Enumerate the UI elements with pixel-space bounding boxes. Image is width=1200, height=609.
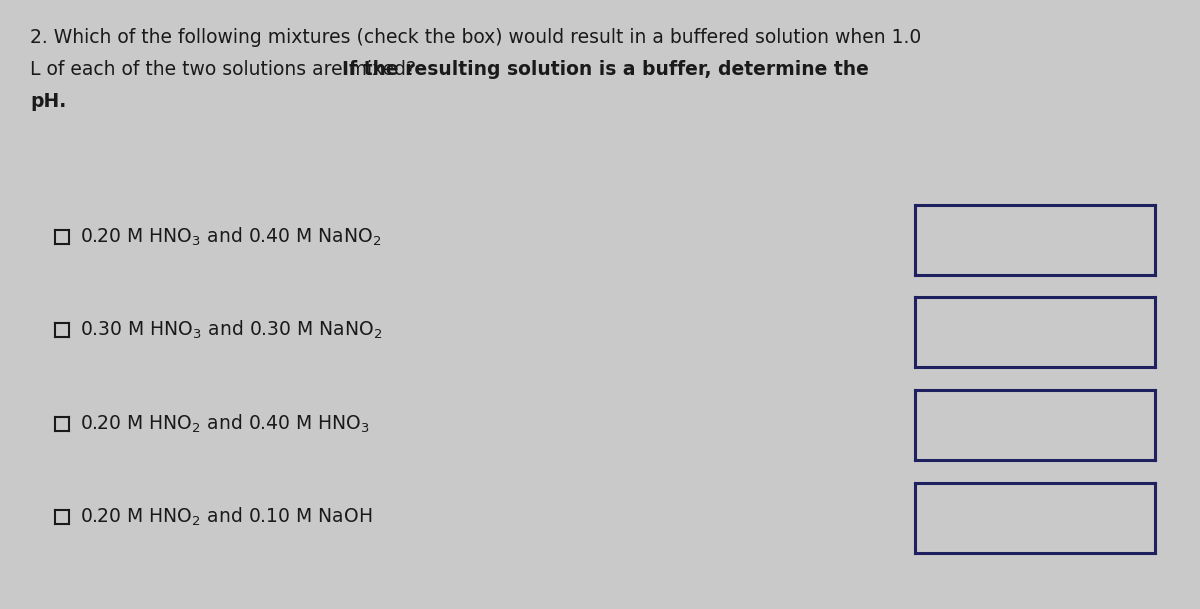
Text: 2. Which of the following mixtures (check the box) would result in a buffered so: 2. Which of the following mixtures (chec…: [30, 28, 922, 47]
Text: 0.30 M HNO$_3$ and 0.30 M NaNO$_2$: 0.30 M HNO$_3$ and 0.30 M NaNO$_2$: [80, 319, 383, 341]
Text: If the resulting solution is a buffer, determine the: If the resulting solution is a buffer, d…: [342, 60, 869, 79]
Text: 0.20 M HNO$_3$ and 0.40 M NaNO$_2$: 0.20 M HNO$_3$ and 0.40 M NaNO$_2$: [80, 226, 382, 248]
Text: L of each of the two solutions are mixed?: L of each of the two solutions are mixed…: [30, 60, 428, 79]
Text: pH.: pH.: [30, 92, 66, 111]
Text: 0.20 M HNO$_2$ and 0.40 M HNO$_3$: 0.20 M HNO$_2$ and 0.40 M HNO$_3$: [80, 413, 370, 435]
Text: 0.20 M HNO$_2$ and 0.10 M NaOH: 0.20 M HNO$_2$ and 0.10 M NaOH: [80, 506, 372, 528]
